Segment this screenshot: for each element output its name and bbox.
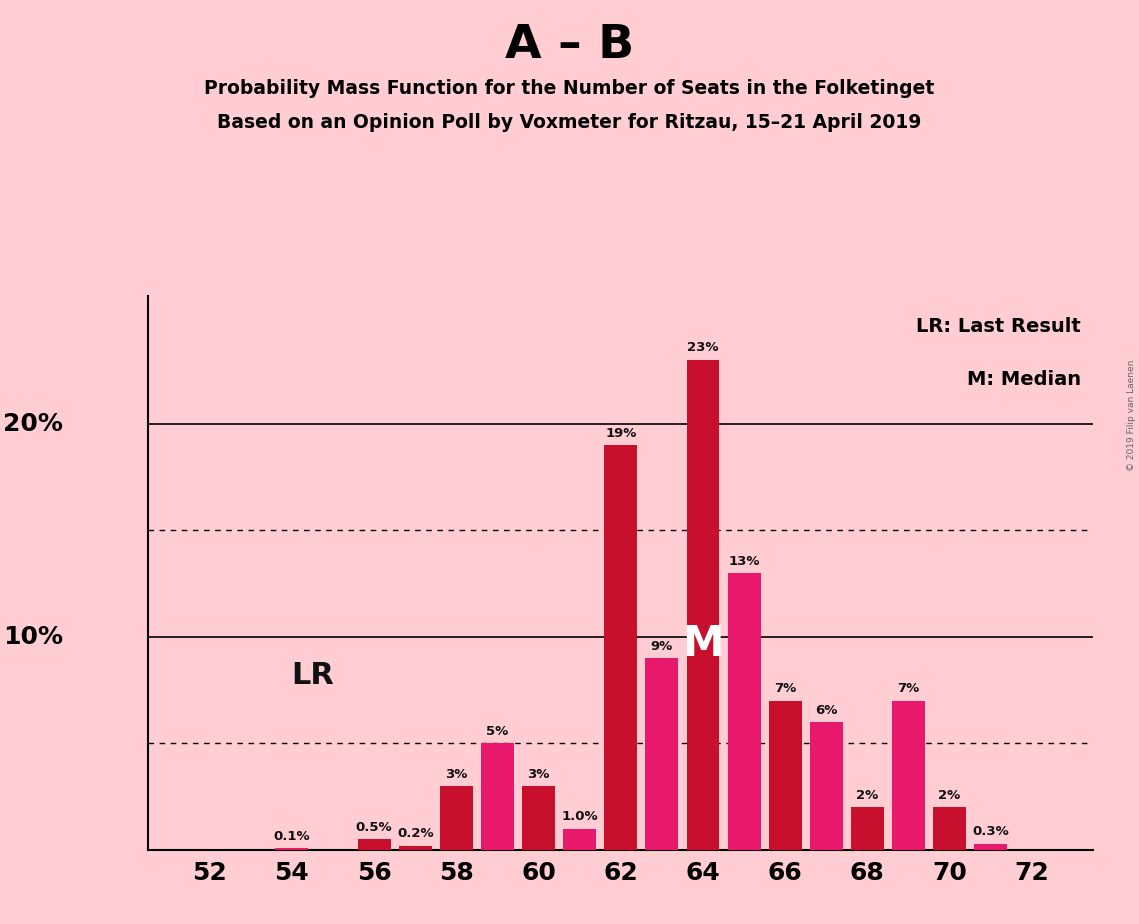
Bar: [769, 700, 802, 850]
Bar: [892, 700, 925, 850]
Text: 9%: 9%: [650, 639, 673, 653]
Bar: [605, 445, 637, 850]
Bar: [481, 744, 514, 850]
Bar: [563, 829, 596, 850]
Text: 0.3%: 0.3%: [973, 825, 1009, 838]
Text: 2%: 2%: [857, 789, 878, 802]
Text: LR: LR: [292, 662, 334, 690]
Text: 3%: 3%: [445, 768, 467, 781]
Text: 0.1%: 0.1%: [273, 830, 310, 843]
Text: 13%: 13%: [728, 554, 760, 567]
Text: 5%: 5%: [486, 725, 509, 738]
Bar: [399, 845, 432, 850]
Text: 2%: 2%: [939, 789, 960, 802]
Text: LR: Last Result: LR: Last Result: [917, 317, 1081, 336]
Text: 10%: 10%: [3, 625, 63, 649]
Text: Probability Mass Function for the Number of Seats in the Folketinget: Probability Mass Function for the Number…: [204, 79, 935, 98]
Text: M: Median: M: Median: [967, 371, 1081, 389]
Bar: [974, 844, 1007, 850]
Bar: [522, 786, 555, 850]
Bar: [851, 808, 884, 850]
Text: 19%: 19%: [605, 427, 637, 440]
Text: 7%: 7%: [898, 683, 919, 696]
Text: 1.0%: 1.0%: [562, 810, 598, 823]
Bar: [810, 723, 843, 850]
Text: M: M: [682, 623, 723, 665]
Text: A – B: A – B: [505, 23, 634, 68]
Bar: [728, 573, 761, 850]
Text: 6%: 6%: [816, 704, 837, 717]
Bar: [646, 658, 679, 850]
Bar: [687, 359, 720, 850]
Text: 23%: 23%: [687, 341, 719, 354]
Bar: [933, 808, 966, 850]
Text: 20%: 20%: [3, 411, 63, 435]
Bar: [440, 786, 473, 850]
Text: 0.2%: 0.2%: [396, 828, 434, 841]
Text: 7%: 7%: [775, 683, 796, 696]
Text: 0.5%: 0.5%: [355, 821, 393, 834]
Bar: [358, 839, 391, 850]
Text: 3%: 3%: [527, 768, 550, 781]
Bar: [276, 848, 309, 850]
Text: Based on an Opinion Poll by Voxmeter for Ritzau, 15–21 April 2019: Based on an Opinion Poll by Voxmeter for…: [218, 113, 921, 132]
Text: © 2019 Filip van Laenen: © 2019 Filip van Laenen: [1126, 360, 1136, 471]
